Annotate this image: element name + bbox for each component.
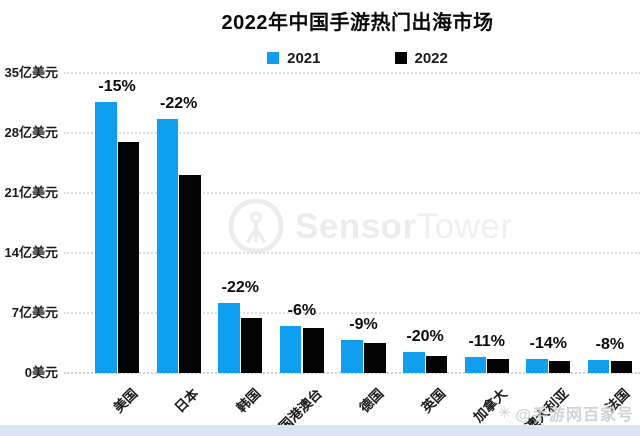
bar-2022 (487, 358, 509, 373)
gridline (64, 192, 640, 194)
legend-item-2021: 2021 (267, 49, 321, 67)
legend-label: 2022 (414, 49, 448, 67)
y-axis-tick-label: 21亿美元 (4, 185, 58, 200)
bar-2021 (403, 351, 425, 373)
y-axis-tick-label: 35亿美元 (4, 65, 58, 80)
change-label: -22% (160, 95, 198, 113)
bar-2022 (425, 355, 448, 373)
bar-2022 (240, 318, 263, 373)
x-axis-category-label: 日本 (171, 385, 202, 416)
legend-label: 2021 (287, 49, 321, 67)
change-label: -20% (406, 327, 444, 345)
change-label: -6% (287, 301, 317, 319)
legend-swatch-2022 (394, 52, 407, 64)
y-axis-tick-label: 14亿美元 (4, 245, 58, 260)
gridline (64, 72, 640, 74)
legend-swatch-2021 (267, 52, 280, 64)
baijiahao-watermark: ✳ @手游网百家号 (498, 401, 634, 425)
change-label: -9% (349, 315, 378, 333)
y-axis-tick-label: 7亿美元 (11, 305, 58, 320)
y-axis-tick-label: 28亿美元 (4, 125, 58, 140)
change-label: -15% (98, 78, 136, 96)
bar-2021 (218, 302, 240, 373)
bar-2021 (156, 119, 179, 373)
legend-item-2022: 2022 (394, 49, 448, 67)
footer-strip (0, 425, 640, 436)
baijiahao-icon: ✳ (498, 405, 513, 422)
bar-2022 (548, 360, 571, 373)
bar-2021 (464, 357, 487, 373)
change-label: -8% (595, 335, 625, 353)
change-label: -22% (221, 278, 259, 296)
bar-2021 (526, 358, 548, 373)
x-axis-category-label: 美国 (110, 385, 140, 416)
baijiahao-watermark-text: @手游网百家号 (515, 407, 635, 424)
gridline (64, 252, 640, 254)
change-label: -14% (529, 334, 567, 352)
bar-2022 (302, 328, 324, 373)
chart-title: 2022年中国手游热门出海市场 (221, 12, 494, 34)
x-axis-category-label: 德国 (356, 385, 387, 416)
bar-2022 (117, 142, 140, 373)
bar-2021 (587, 359, 610, 373)
gridline (64, 372, 640, 374)
gridline (64, 312, 640, 314)
bar-2021 (279, 325, 302, 373)
legend: 2021 2022 (75, 49, 640, 67)
bar-2022 (179, 175, 201, 373)
x-axis-category-label: 韩国 (233, 385, 264, 416)
change-label: -11% (468, 333, 505, 351)
gridline (64, 132, 640, 134)
x-axis-category-label: 英国 (418, 385, 448, 416)
bar-2021 (341, 339, 363, 373)
bar-2021 (95, 102, 117, 373)
y-axis-tick-label: 0美元 (24, 365, 58, 380)
bar-2022 (610, 360, 632, 373)
bar-2022 (364, 342, 386, 373)
